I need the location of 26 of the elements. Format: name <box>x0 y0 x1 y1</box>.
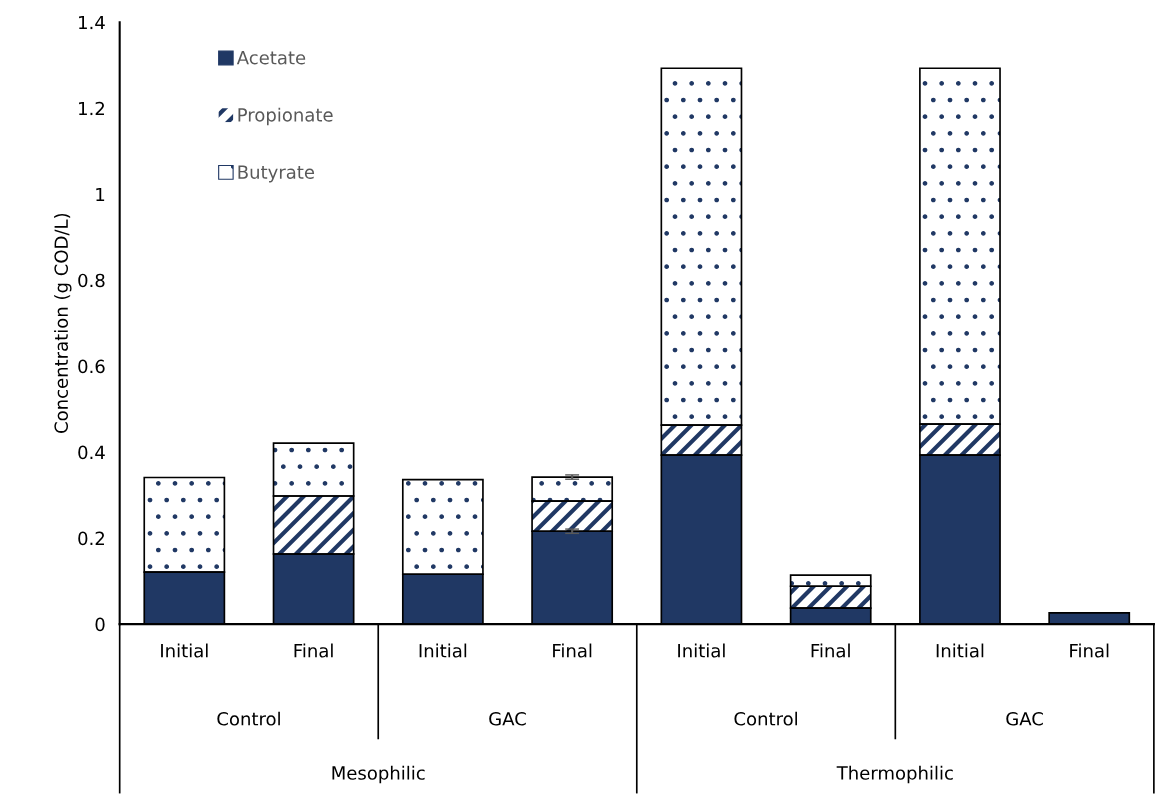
y-tick-label: 1.2 <box>79 101 104 116</box>
x-tick-label: Initial <box>161 643 208 658</box>
legend-label: Acetate <box>236 51 306 65</box>
y-tick-label: 0.4 <box>78 445 105 460</box>
y-tick-label: 1.4 <box>79 15 105 30</box>
y-tick-label: 0 <box>95 617 105 632</box>
text: Control <box>217 711 280 726</box>
text: Control <box>734 711 797 726</box>
legend-label: Butyrate <box>238 165 315 183</box>
y-tick-label: 0.6 <box>78 359 105 374</box>
x-tick-label: Final <box>1070 643 1109 658</box>
text: Thermophilic <box>836 765 953 784</box>
x-tick-label: Final <box>553 643 592 658</box>
x-tick-label: Final <box>294 643 333 658</box>
x-tick-label: Initial <box>678 643 725 658</box>
y-tick-label: 1 <box>96 187 105 202</box>
text: GAC <box>489 711 526 726</box>
y-tick-label: 0.8 <box>78 273 105 288</box>
legend-label: Propionate <box>238 107 333 126</box>
y-tick-label: 0.2 <box>78 531 104 546</box>
text: Mesophilic <box>332 765 425 784</box>
x-tick-label: Initial <box>419 643 467 658</box>
text: GAC <box>1006 711 1043 726</box>
y-axis-title: Concentration (g COD/L) <box>54 213 72 433</box>
x-tick-label: Final <box>811 643 850 658</box>
x-tick-label: Initial <box>936 643 984 658</box>
